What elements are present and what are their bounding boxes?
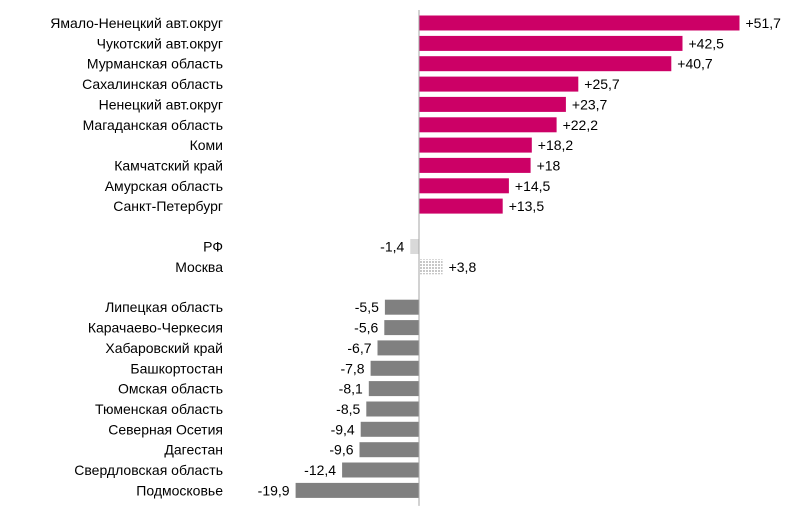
bar: [419, 15, 740, 31]
category-label: Сахалинская область: [82, 76, 223, 92]
bar: [419, 157, 531, 173]
category-label: Камчатский край: [114, 157, 223, 173]
bar: [384, 299, 419, 315]
value-label: +18,2: [538, 137, 574, 153]
value-label: -12,4: [304, 462, 336, 478]
bar: [419, 137, 532, 153]
value-label: -8,5: [336, 401, 360, 417]
category-label: Ненецкий авт.округ: [99, 96, 223, 112]
bar: [368, 381, 419, 397]
bar: [384, 320, 419, 336]
value-label: +40,7: [677, 56, 713, 72]
value-label: +51,7: [746, 15, 782, 31]
category-label: Башкортостан: [130, 360, 223, 376]
bar: [360, 421, 419, 437]
value-label: +13,5: [509, 198, 545, 214]
category-label: Дагестан: [164, 442, 223, 458]
value-label: +25,7: [584, 76, 620, 92]
category-label: Санкт-Петербург: [113, 198, 223, 214]
bar: [419, 178, 509, 194]
category-label: Москва: [175, 259, 223, 275]
value-label: -9,4: [331, 421, 355, 437]
category-label: Ямало-Ненецкий авт.округ: [50, 15, 223, 31]
value-label: +23,7: [572, 96, 608, 112]
category-label: Коми: [190, 137, 223, 153]
category-label: Северная Осетия: [108, 421, 223, 437]
bar: [419, 76, 579, 92]
bar: [419, 96, 566, 112]
bar: [419, 35, 683, 51]
value-label: -5,6: [354, 320, 378, 336]
value-label: -1,4: [380, 239, 404, 255]
value-label: -7,8: [340, 360, 364, 376]
bar: [370, 360, 419, 376]
category-label: Свердловская область: [74, 462, 223, 478]
category-label: Чукотский авт.округ: [97, 35, 223, 51]
category-label: Липецкая область: [105, 299, 223, 315]
bar: [419, 117, 557, 133]
bar: [377, 340, 419, 356]
bars-layer: Ямало-Ненецкий авт.округ +51,7 Чукотский а…: [50, 15, 781, 498]
value-label: +22,2: [563, 117, 599, 133]
bar: [295, 482, 419, 498]
bar: [366, 401, 419, 417]
value-label: +3,8: [449, 259, 477, 275]
value-label: -19,9: [258, 482, 290, 498]
value-label: +42,5: [689, 35, 725, 51]
category-label: Тюменская область: [95, 401, 223, 417]
category-label: Омская область: [118, 381, 223, 397]
value-label: +18: [537, 157, 561, 173]
category-label: Магаданская область: [83, 117, 223, 133]
category-label: Мурманская область: [87, 56, 223, 72]
value-label: -9,6: [329, 442, 353, 458]
category-label: Амурская область: [105, 178, 223, 194]
value-label: +14,5: [515, 178, 551, 194]
category-label: Подмосковье: [136, 482, 223, 498]
value-label: -6,7: [347, 340, 371, 356]
value-label: -8,1: [339, 381, 363, 397]
category-label: РФ: [203, 239, 223, 255]
bar: [419, 198, 503, 214]
bar: [359, 442, 419, 458]
bar: [419, 259, 443, 275]
bar: [342, 462, 419, 478]
bar: [410, 239, 419, 254]
category-label: Карачаево-Черкесия: [88, 320, 223, 336]
bar: [419, 56, 672, 72]
value-label: -5,5: [355, 299, 379, 315]
category-label: Хабаровский край: [105, 340, 223, 356]
